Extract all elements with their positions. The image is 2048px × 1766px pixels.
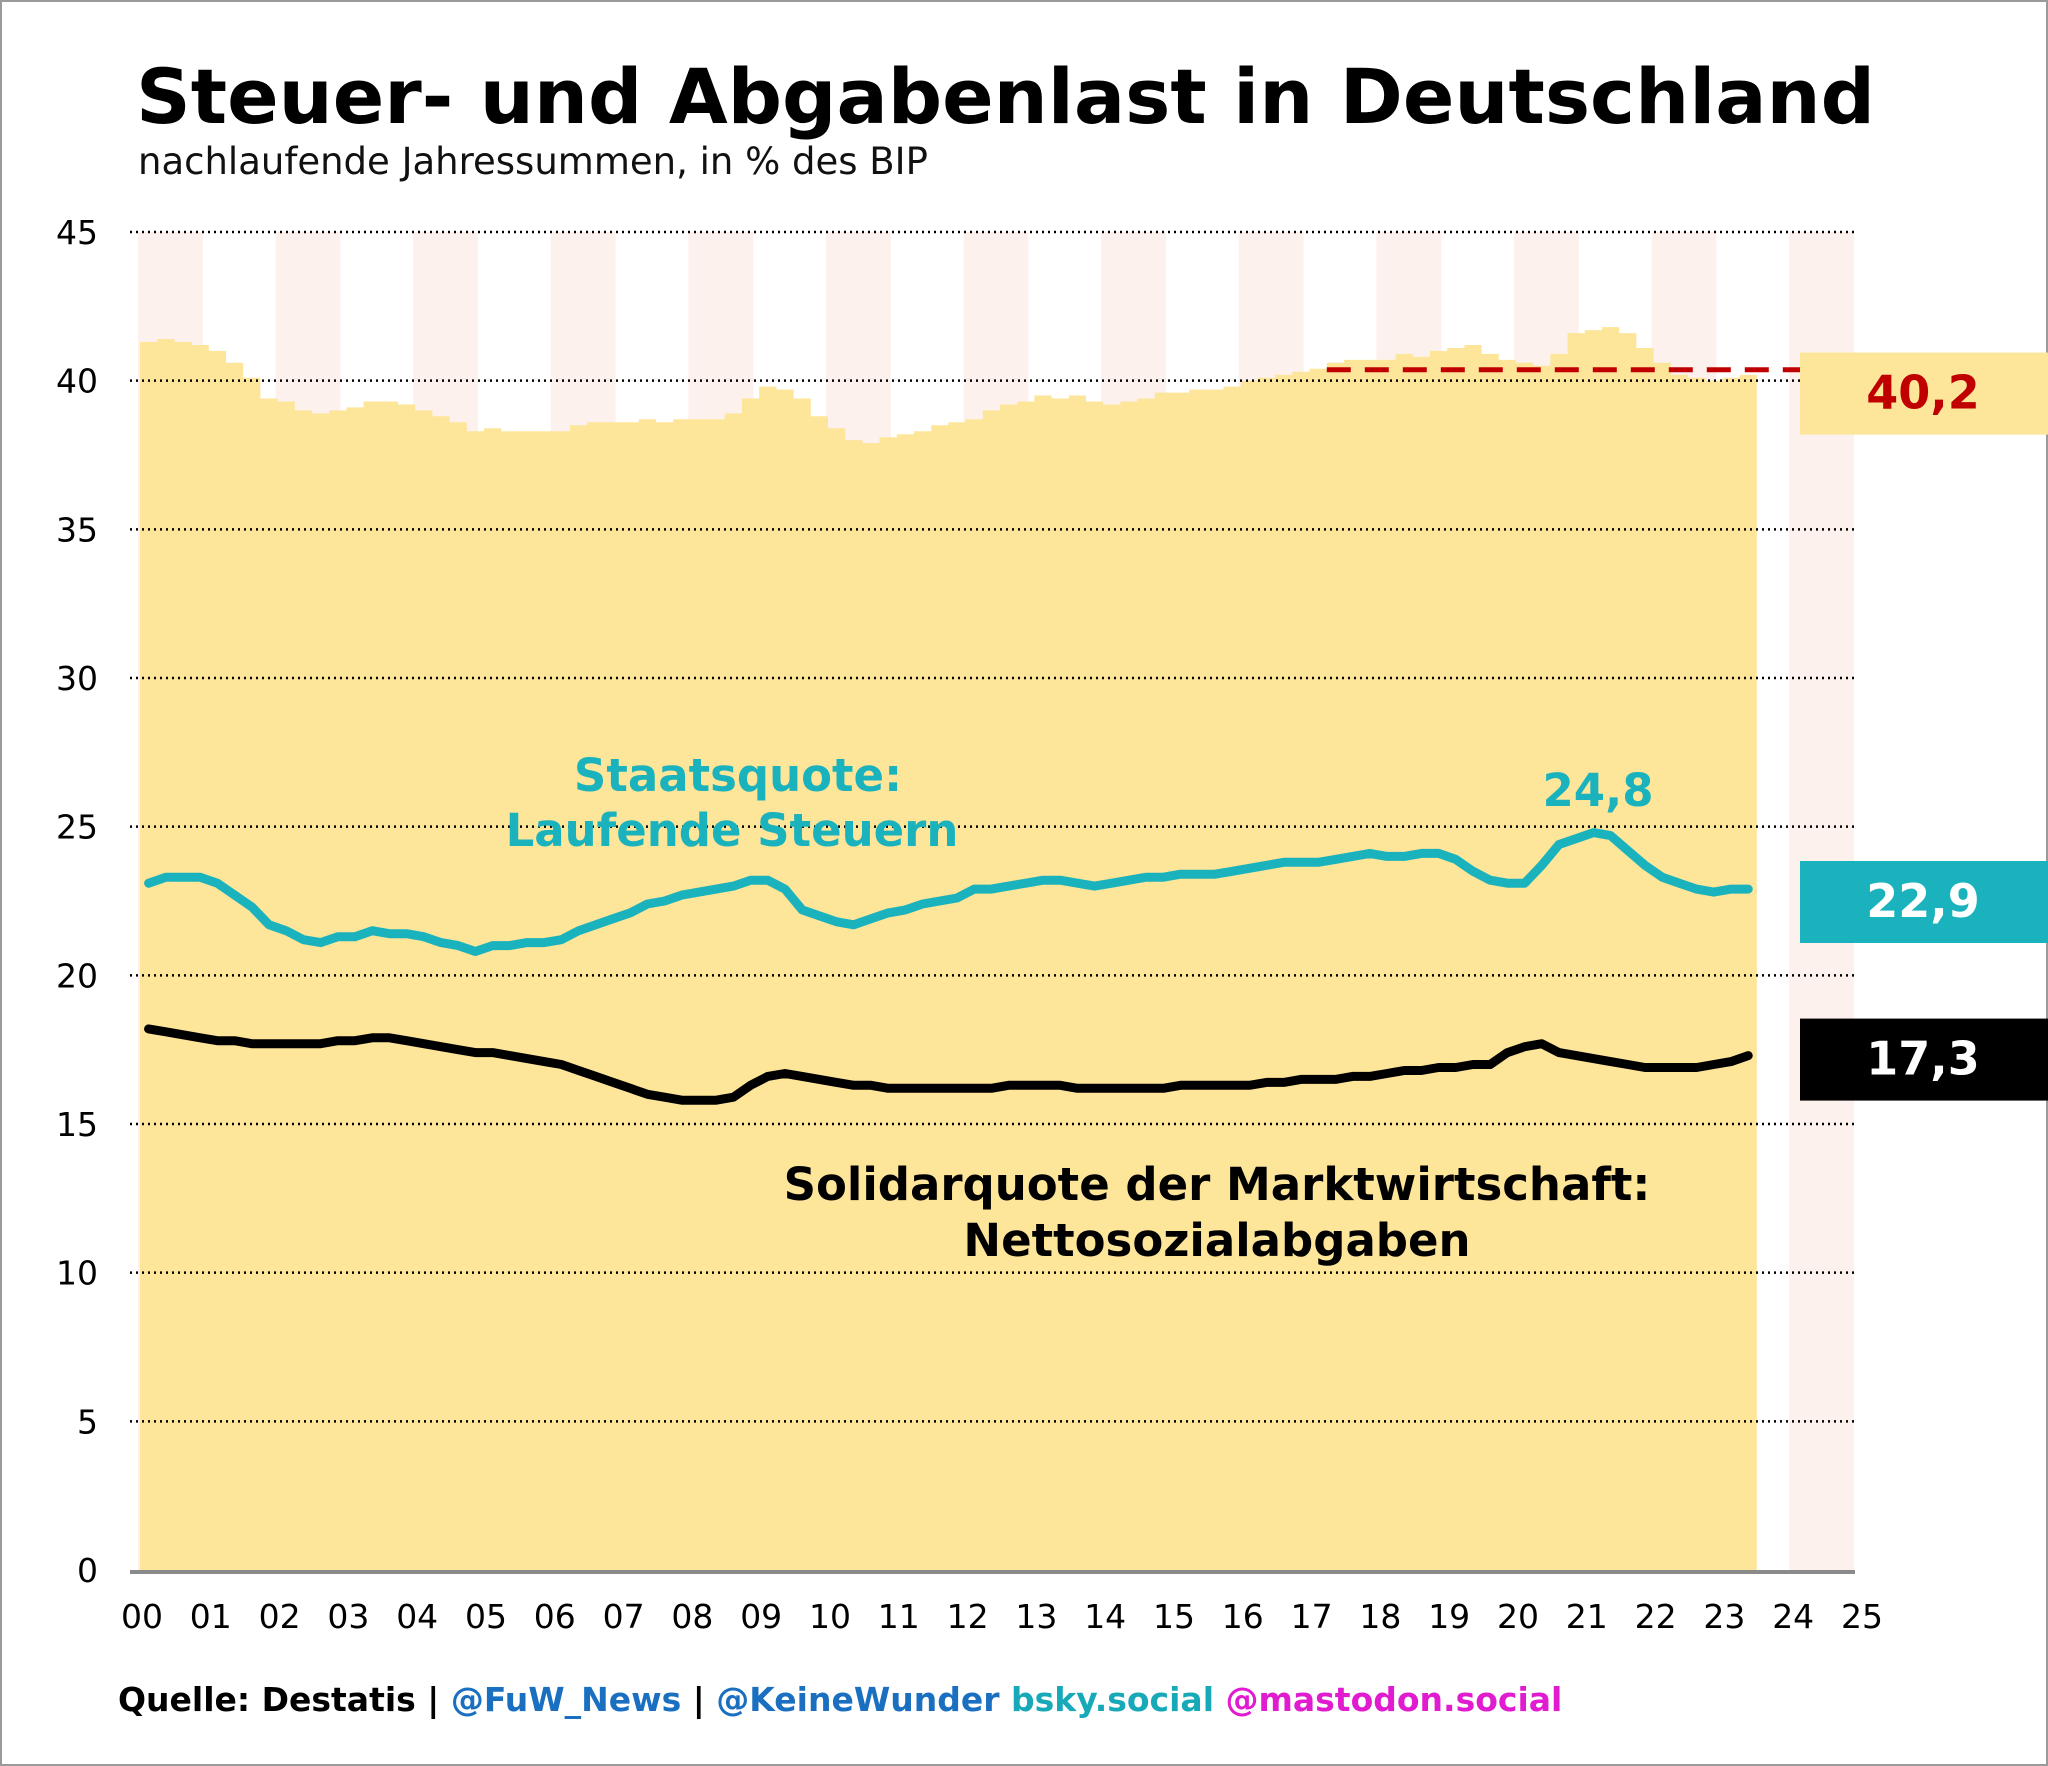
staatsquote-annotation-line2: Laufende Steuern: [506, 804, 959, 857]
label-box-total: 40,2: [1800, 352, 2048, 435]
source-prefix: Quelle: Destatis |: [118, 1680, 451, 1719]
source-line: Quelle: Destatis | @FuW_News | @KeineWun…: [118, 1680, 1562, 1719]
staatsquote-annotation-line1: Staatsquote:: [574, 749, 902, 802]
x-tick-label: 01: [190, 1597, 232, 1636]
label-solidarquote-value: 17,3: [1866, 1032, 1980, 1086]
x-tick-label: 19: [1428, 1597, 1470, 1636]
x-tick-label: 09: [740, 1597, 782, 1636]
solidarquote-annotation-line1: Solidarquote der Marktwirtschaft:: [784, 1158, 1651, 1211]
y-tick-label: 45: [56, 213, 98, 252]
total-burden-area: [140, 327, 1757, 1571]
label-total-value: 40,2: [1866, 366, 1980, 420]
x-tick-label: 23: [1703, 1597, 1745, 1636]
y-axis-ticks: 0 5 10 15 20 25 30 35 40 45: [56, 213, 98, 1590]
label-box-staatsquote: 22,9: [1800, 861, 2048, 943]
x-tick-label: 02: [259, 1597, 301, 1636]
x-tick-label: 20: [1497, 1597, 1539, 1636]
keinewunder-link[interactable]: @KeineWunder: [716, 1680, 1000, 1719]
staatsquote-line: [144, 828, 1753, 956]
x-tick-label: 05: [465, 1597, 507, 1636]
y-tick-label: 25: [56, 808, 98, 847]
x-axis-ticks: 00 01 02 03 04 05 06 07 08 09 10 11 12 13 14 15 16 17 18 19…: [121, 1597, 1883, 1636]
y-tick-label: 40: [56, 362, 98, 401]
chart-subtitle: nachlaufende Jahressummen, in % des BIP: [138, 140, 928, 183]
y-tick-label: 30: [56, 659, 98, 698]
y-tick-label: 20: [56, 956, 98, 995]
y-tick-label: 10: [56, 1254, 98, 1293]
x-tick-label: 14: [1084, 1597, 1126, 1636]
x-tick-label: 13: [1015, 1597, 1057, 1636]
x-tick-label: 15: [1153, 1597, 1195, 1636]
label-staatsquote-value: 22,9: [1866, 874, 1980, 928]
bsky-social-link[interactable]: bsky.social: [999, 1680, 1215, 1719]
x-tick-label: 12: [947, 1597, 989, 1636]
mastodon-social-link[interactable]: @mastodon.social: [1214, 1680, 1563, 1719]
label-box-total-bg: [1800, 352, 2048, 435]
label-box-solidarquote: 17,3: [1800, 1018, 2048, 1101]
y-tick-label: 15: [56, 1105, 98, 1144]
x-tick-label: 06: [534, 1597, 576, 1636]
x-tick-label: 04: [396, 1597, 438, 1636]
x-tick-label: 07: [603, 1597, 645, 1636]
x-tick-label: 25: [1841, 1597, 1883, 1636]
y-tick-label: 0: [77, 1551, 98, 1590]
y-tick-label: 5: [77, 1402, 98, 1441]
x-tick-label: 00: [121, 1597, 163, 1636]
x-tick-label: 08: [671, 1597, 713, 1636]
x-tick-label: 10: [809, 1597, 851, 1636]
x-tick-label: 16: [1222, 1597, 1264, 1636]
x-tick-label: 03: [327, 1597, 369, 1636]
x-tick-label: 17: [1291, 1597, 1333, 1636]
y-tick-label: 35: [56, 510, 98, 549]
source-separator: |: [681, 1680, 717, 1719]
x-tick-label: 18: [1359, 1597, 1401, 1636]
label-box-solidarquote-bg: [1800, 1018, 2048, 1101]
chart-title: Steuer- und Abgabenlast in Deutschland: [136, 52, 1876, 141]
x-tick-label: 24: [1772, 1597, 1814, 1636]
label-box-staatsquote-bg: [1800, 861, 2048, 943]
x-tick-label: 22: [1635, 1597, 1677, 1636]
x-tick-label: 11: [878, 1597, 920, 1636]
staatsquote-peak-label: 24,8: [1542, 764, 1653, 817]
fuw-news-link[interactable]: @FuW_News: [450, 1680, 682, 1719]
x-tick-label: 21: [1566, 1597, 1608, 1636]
solidarquote-annotation-line2: Nettosozialabgaben: [963, 1214, 1470, 1267]
solidarquote-line: [144, 1024, 1753, 1105]
